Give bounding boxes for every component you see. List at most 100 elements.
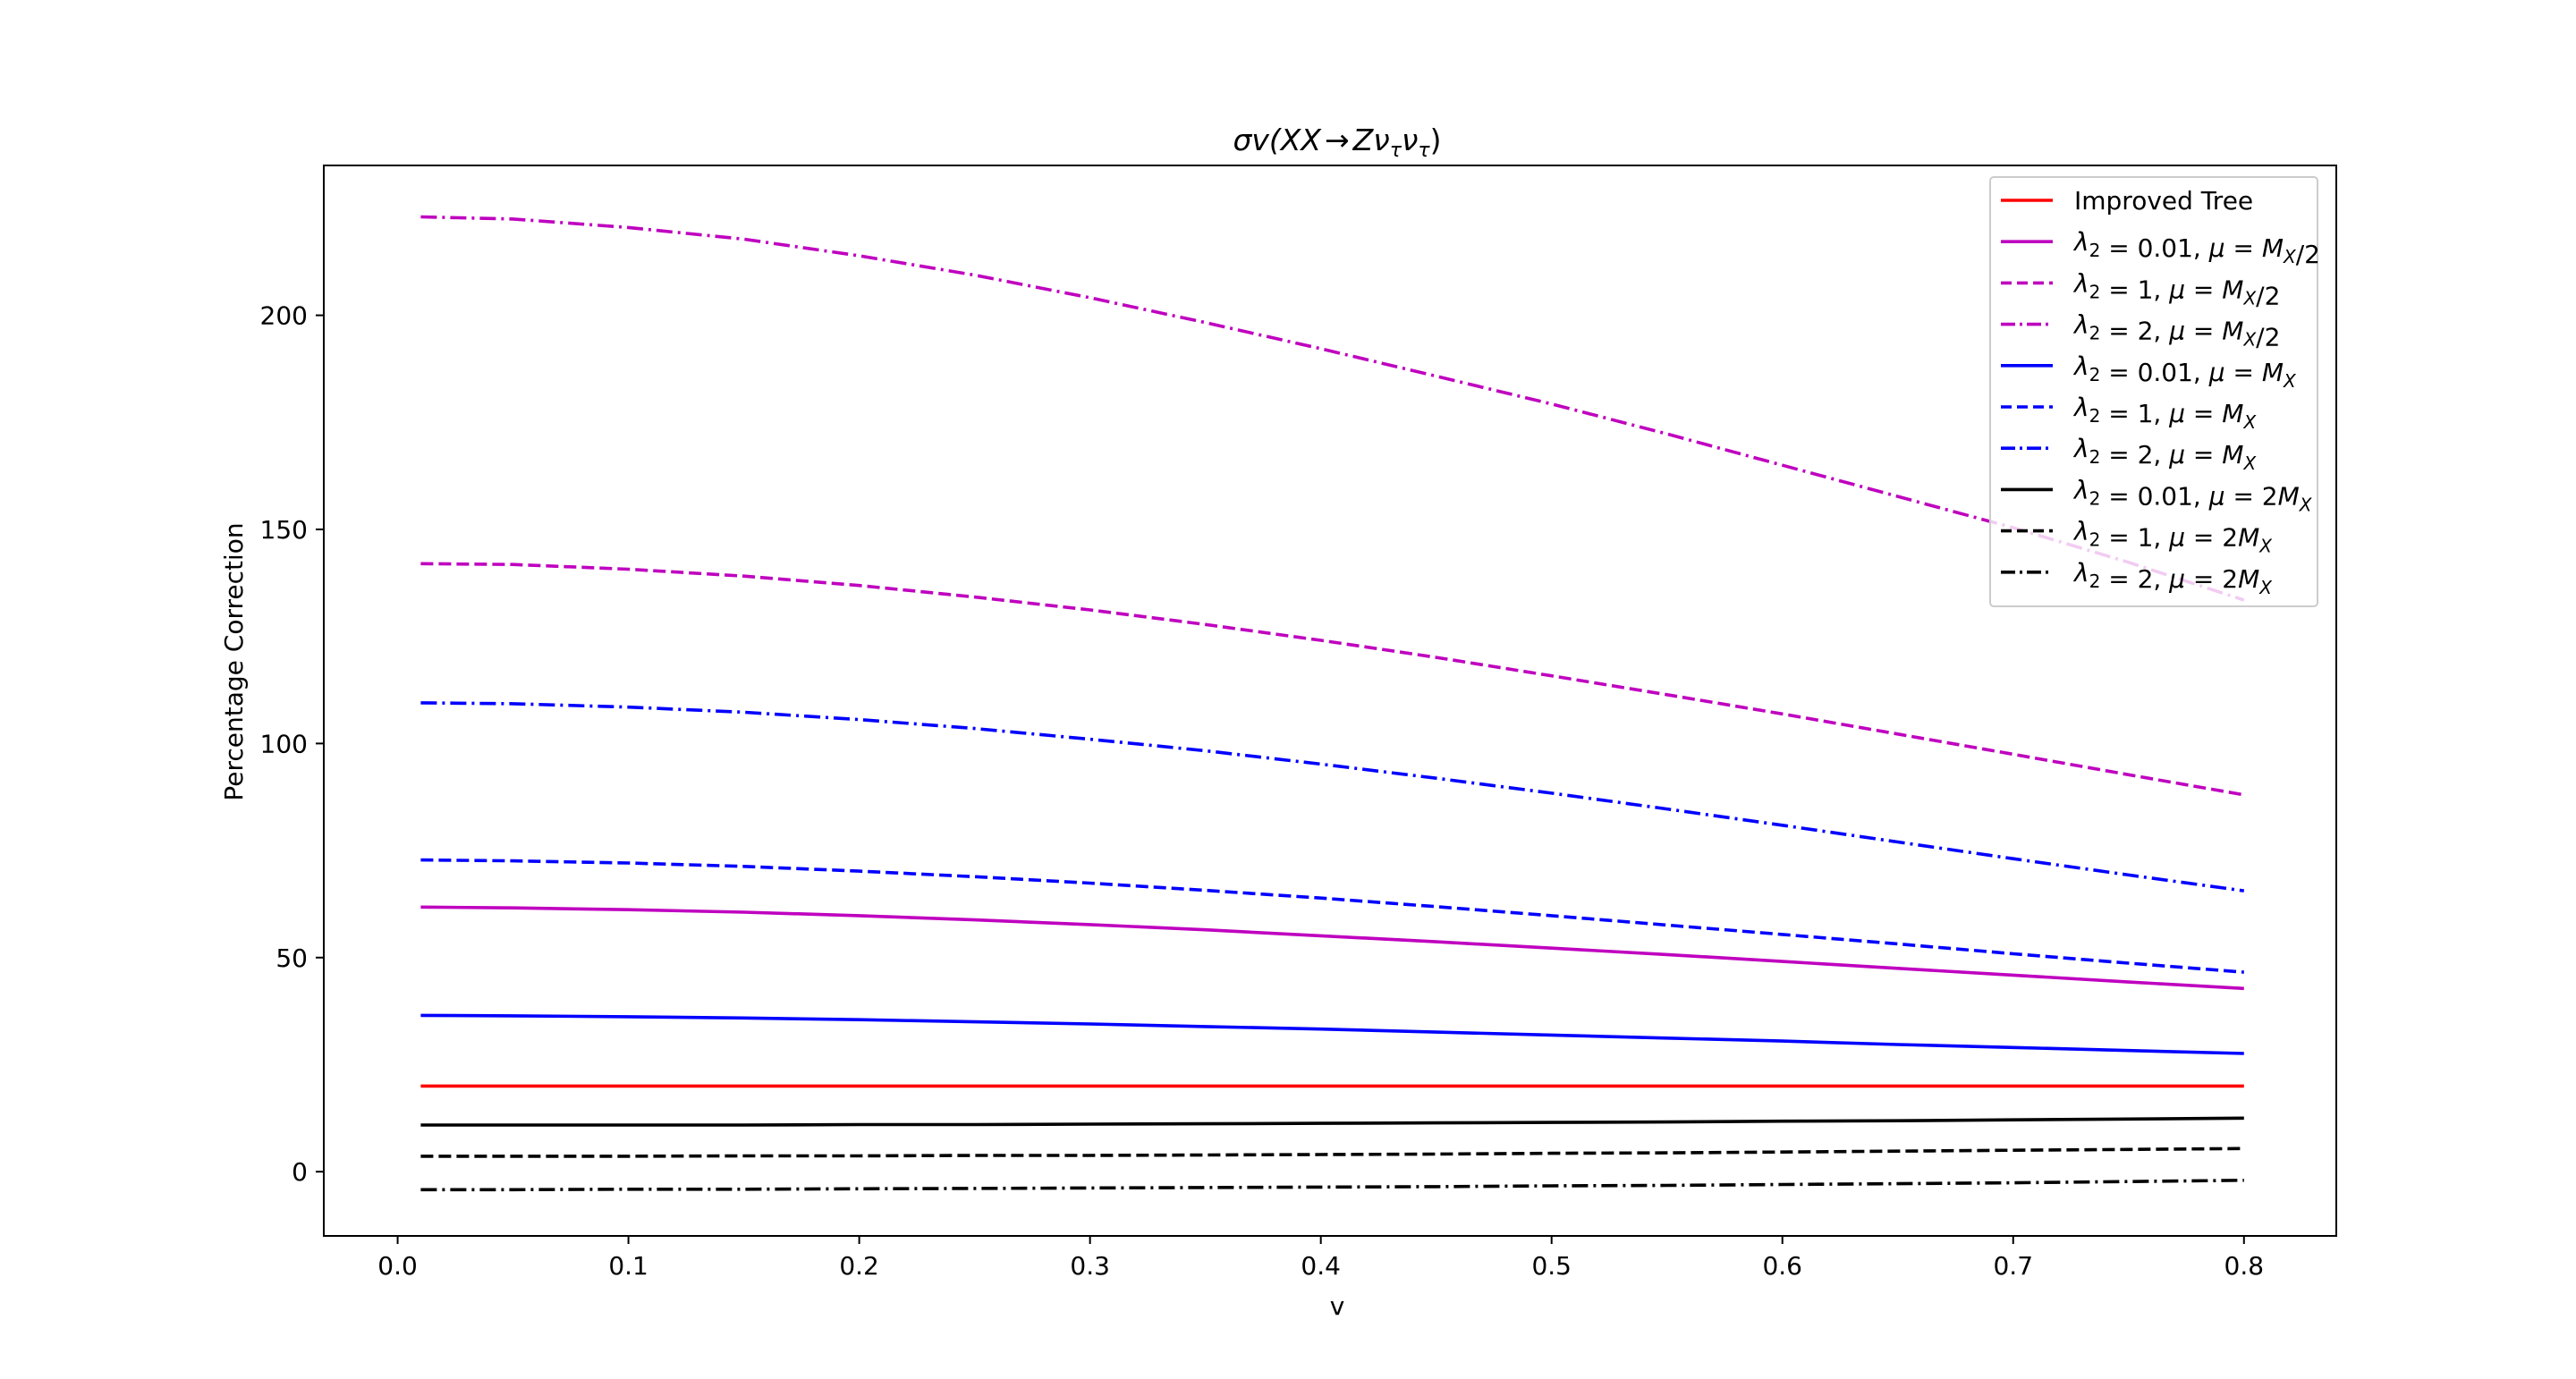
legend-label-part: 2: [2089, 364, 2101, 385]
legend-label-part: M: [2222, 399, 2243, 428]
series-line-4: [420, 215, 2245, 602]
legend-label-part: 2: [2089, 487, 2101, 509]
legend-label-part: /2: [2256, 323, 2280, 352]
legend-label-part: μ: [2168, 275, 2185, 304]
y-tick-label: 150: [260, 515, 308, 545]
x-tick-label: 0.4: [1301, 1251, 1341, 1281]
title-sub-tau-1: τ: [1390, 140, 1402, 162]
legend-label-part: = 2: [2225, 481, 2278, 511]
legend-label-part: μ: [2168, 523, 2185, 553]
legend-label-1: Improved Tree: [2074, 186, 2253, 216]
legend-label-part: λ: [2072, 393, 2089, 422]
legend-label-part: X: [2242, 411, 2257, 433]
x-tick-label: 0.3: [1070, 1251, 1110, 1281]
legend-label-part: M: [2222, 440, 2243, 470]
legend-label-part: μ: [2168, 440, 2185, 470]
legend-label-part: /2: [2296, 240, 2320, 269]
legend-label-part: = 2,: [2100, 564, 2169, 594]
legend-label-part: = 0.01,: [2100, 233, 2208, 263]
series-line-7: [420, 701, 2245, 893]
legend-label-part: =: [2225, 233, 2262, 263]
series-line-3: [420, 562, 2245, 797]
title-sigma-v: σv(: [1233, 123, 1282, 157]
legend-label-part: = 2: [2185, 564, 2238, 594]
legend-label-part: 2: [2089, 405, 2101, 427]
legend-label-part: 2: [2089, 529, 2101, 551]
axes: 0.0 0.1 0.2 0.3 0.4 0.5 0.6 0.7 0.8 0 50 100 150 200: [260, 165, 2337, 1281]
legend-label-part: = 0.01,: [2100, 481, 2208, 511]
series-line-2: [420, 905, 2244, 991]
legend-label-part: λ: [2072, 434, 2089, 463]
legend-label-part: M: [2238, 564, 2259, 594]
legend-label-part: μ: [2208, 481, 2225, 511]
legend-label-part: 2: [2089, 281, 2101, 302]
legend-label-part: 2: [2089, 240, 2101, 261]
y-tick-label: 200: [260, 301, 308, 331]
legend-label-part: λ: [2072, 558, 2089, 588]
legend-box: [1989, 176, 2318, 607]
series-line-8: [420, 1116, 2244, 1127]
title-nu: ν: [1402, 123, 1418, 157]
legend-label-part: X: [2283, 370, 2297, 392]
legend-label-part: = 2: [2185, 523, 2238, 553]
legend-label-part: λ: [2072, 227, 2089, 257]
legend-label-9: λ2 = 1, μ = 2MX: [2072, 517, 2273, 557]
legend-label-part: =: [2185, 317, 2222, 346]
series-line-6: [420, 858, 2244, 974]
legend-label-part: M: [2222, 275, 2243, 304]
x-tick-label: 0.5: [1531, 1251, 1572, 1281]
legend-label-part: X: [2242, 287, 2257, 309]
legend-label-part: = 2,: [2100, 440, 2169, 470]
y-tick-label: 100: [260, 729, 308, 758]
legend-label-part: =: [2225, 358, 2262, 387]
title-z: Zν: [1352, 123, 1390, 157]
legend-label-part: μ: [2208, 233, 2225, 263]
legend-label-part: X: [2299, 494, 2313, 515]
y-tick-label: 50: [275, 943, 308, 973]
legend-label-part: X: [2242, 329, 2257, 351]
x-tick-label: 0.2: [839, 1251, 879, 1281]
legend-label-part: λ: [2072, 310, 2089, 340]
legend-label-2: λ2 = 0.01, μ = MX/2: [2072, 227, 2320, 269]
legend-label-part: = 2,: [2100, 317, 2169, 346]
legend-label-part: X: [2283, 246, 2297, 267]
legend-label-7: λ2 = 2, μ = MX: [2072, 434, 2257, 474]
legend-label-part: λ: [2072, 475, 2089, 504]
legend-label-part: =: [2185, 440, 2222, 470]
plot-area: [420, 215, 2245, 1192]
legend-label-5: λ2 = 0.01, μ = MX: [2072, 351, 2297, 392]
legend-label-part: λ: [2072, 351, 2089, 381]
legend-label-part: 2: [2089, 571, 2101, 592]
legend-label-part: = 0.01,: [2100, 358, 2208, 387]
legend-label-10: λ2 = 2, μ = 2MX: [2072, 558, 2273, 598]
legend-label-part: μ: [2208, 358, 2225, 387]
legend-label-part: M: [2238, 523, 2259, 553]
legend-label-part: μ: [2168, 317, 2185, 346]
legend-label-part: /2: [2256, 281, 2280, 310]
x-tick-label: 0.0: [377, 1251, 418, 1281]
legend-label-8: λ2 = 0.01, μ = 2MX: [2072, 475, 2313, 515]
x-tick-label: 0.8: [2224, 1251, 2265, 1281]
legend-label-4: λ2 = 2, μ = MX/2: [2072, 310, 2280, 352]
legend-label-part: μ: [2168, 399, 2185, 428]
x-axis-label: v: [1330, 1291, 1345, 1321]
legend-label-part: X: [2258, 577, 2273, 598]
series-line-9: [420, 1146, 2244, 1158]
legend-label-part: X: [2258, 536, 2273, 557]
legend-label-part: X: [2242, 453, 2257, 474]
y-tick-label: 0: [292, 1157, 308, 1187]
title-close: ): [1430, 123, 1442, 157]
title-xx: XX: [1279, 123, 1323, 157]
x-tick-label: 0.7: [1993, 1251, 2033, 1281]
legend-label-part: λ: [2072, 268, 2089, 298]
series-line-5: [420, 1013, 2244, 1055]
legend-label-part: = 1,: [2100, 523, 2169, 553]
legend-label-3: λ2 = 1, μ = MX/2: [2072, 268, 2280, 310]
legend-label-part: M: [2262, 358, 2284, 387]
legend-label-part: M: [2262, 233, 2284, 263]
legend-label-6: λ2 = 1, μ = MX: [2072, 393, 2257, 433]
chart-title: σv(XX → Zντντ): [1233, 123, 1441, 162]
title-sub-tau-2: τ: [1418, 140, 1430, 162]
legend-label-part: =: [2185, 275, 2222, 304]
